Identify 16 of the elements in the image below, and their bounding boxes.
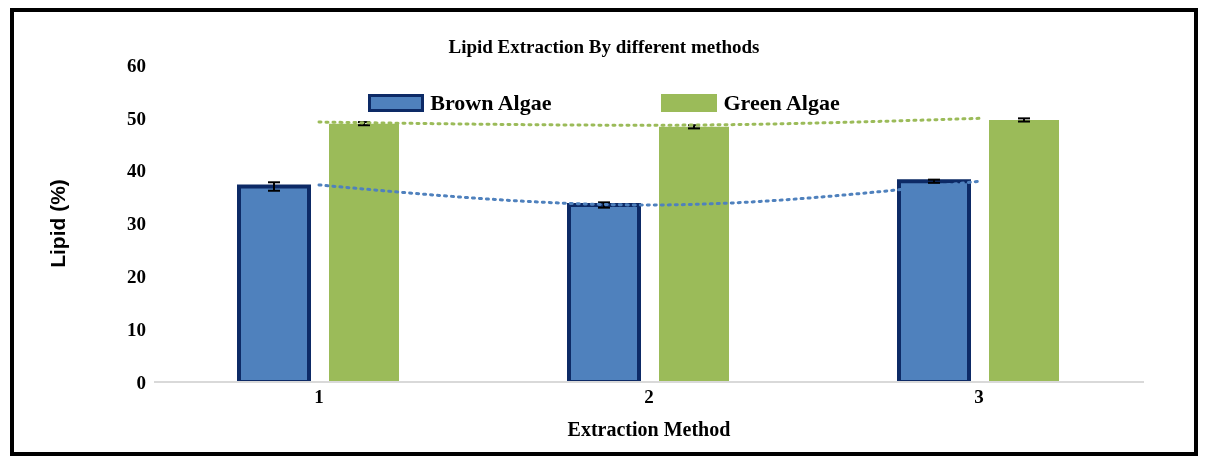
x-axis-title: Extraction Method xyxy=(567,418,731,440)
x-tick-label: 3 xyxy=(974,386,984,408)
legend-label: Brown Algae xyxy=(430,90,552,116)
y-axis-title: Lipid (%) xyxy=(46,179,70,268)
y-tick-label: 10 xyxy=(127,318,146,340)
x-tick-label: 1 xyxy=(314,386,324,408)
bar xyxy=(989,119,1059,382)
y-tick-label: 20 xyxy=(127,266,146,288)
y-tick-label: 50 xyxy=(127,107,146,129)
chart-title: Lipid Extraction By different methods xyxy=(448,36,760,57)
legend-label: Green Algae xyxy=(723,90,840,116)
x-tick-label: 2 xyxy=(644,386,654,408)
y-tick-label: 0 xyxy=(136,371,146,393)
y-tick-label: 40 xyxy=(127,160,146,182)
y-tick-label: 30 xyxy=(127,213,146,235)
y-tick-label: 60 xyxy=(127,54,146,76)
